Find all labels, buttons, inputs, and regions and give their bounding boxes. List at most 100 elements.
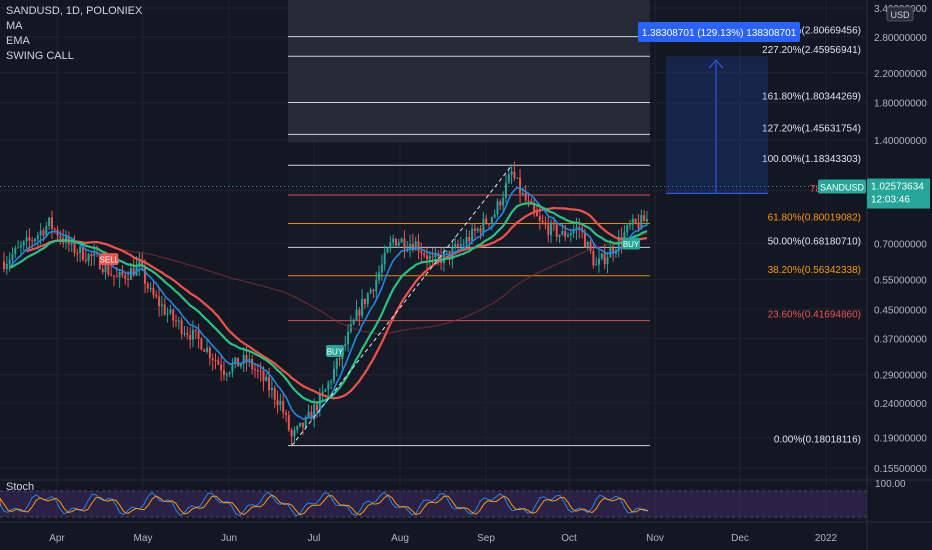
fib-label: 23.60%(0.41694860) xyxy=(768,310,861,321)
candle-body xyxy=(567,235,569,237)
candle-body xyxy=(307,411,310,418)
candle-body xyxy=(428,255,431,260)
candle-body xyxy=(135,265,138,276)
chart-legend: SANDUSD, 1D, POLONIEX MA EMA SWING CALL xyxy=(6,4,142,64)
candle-body xyxy=(392,238,395,243)
candle-body xyxy=(191,329,194,340)
candle-body xyxy=(39,230,42,236)
candle-body xyxy=(603,253,606,265)
signal-label: BUY xyxy=(327,348,344,357)
candle-body xyxy=(200,338,203,350)
candle-body xyxy=(214,359,217,361)
measure-tool: 1.38308701 (129.13%) 138308701 xyxy=(638,22,800,194)
stoch-axis-label: 100.00 xyxy=(875,479,906,490)
candle-body xyxy=(434,253,437,257)
candle-body xyxy=(338,358,341,360)
candle-body xyxy=(575,226,578,230)
candle-body xyxy=(578,226,581,228)
candle-body xyxy=(361,298,364,316)
candle-body xyxy=(394,238,397,246)
candle-body xyxy=(471,228,474,242)
candle-body xyxy=(598,258,601,265)
candle-body xyxy=(378,272,381,280)
candle-body xyxy=(166,313,169,315)
candle-body xyxy=(530,200,533,204)
candle-body xyxy=(347,331,350,345)
indicator-ema[interactable]: EMA xyxy=(6,35,30,47)
candle-body xyxy=(400,238,403,243)
candle-body xyxy=(48,217,51,227)
candle-body xyxy=(194,329,197,332)
fib-label: 0.00%(0.18018116) xyxy=(774,435,861,446)
stoch-pane: Stoch 100.00 xyxy=(0,479,932,518)
candle-body xyxy=(225,374,228,376)
candle-body xyxy=(459,244,462,247)
candle-body xyxy=(228,372,231,375)
candle-body xyxy=(183,333,186,335)
candle-body xyxy=(160,304,163,307)
candle-body xyxy=(541,220,544,223)
price-tick: 2.20000000 xyxy=(874,69,927,80)
candle-body xyxy=(107,263,110,275)
candle-body xyxy=(259,370,262,372)
candle-body xyxy=(127,278,130,280)
candle-body xyxy=(485,218,488,224)
symbol-tag xyxy=(818,179,866,194)
candle-body xyxy=(600,253,603,259)
candle-body xyxy=(169,309,172,314)
candle-body xyxy=(521,193,524,195)
candle-body xyxy=(11,254,14,260)
candle-body xyxy=(203,349,206,352)
candle-body xyxy=(465,237,468,245)
candle-body xyxy=(17,247,20,249)
currency-label: USD xyxy=(890,10,910,20)
candle-body xyxy=(53,228,56,230)
candle-body xyxy=(93,253,96,257)
symbol-tag-label: SANDUSD xyxy=(820,183,865,193)
candle-body xyxy=(330,381,333,383)
indicator-ma[interactable]: MA xyxy=(6,20,23,32)
candle-body xyxy=(335,358,338,370)
candle-body xyxy=(606,257,609,265)
time-tick: Sep xyxy=(477,533,495,544)
candle-body xyxy=(417,241,420,252)
stoch-d xyxy=(0,494,649,516)
candle-body xyxy=(631,219,634,225)
candle-body xyxy=(547,224,550,236)
indicator-swing-call[interactable]: SWING CALL xyxy=(6,50,74,62)
candle-body xyxy=(146,283,149,289)
candle-body xyxy=(409,243,412,249)
candle-body xyxy=(380,264,383,273)
ma-slow-line xyxy=(116,232,648,335)
candle-body xyxy=(369,289,372,294)
candle-body xyxy=(629,224,632,226)
candle-body xyxy=(31,240,34,242)
candle-body xyxy=(285,412,287,415)
candle-body xyxy=(268,376,271,390)
candle-body xyxy=(138,260,141,266)
candle-body xyxy=(535,211,538,217)
candle-body xyxy=(516,177,519,179)
candle-body xyxy=(626,225,629,233)
candle-body xyxy=(177,320,180,322)
candle-body xyxy=(426,255,428,260)
candle-body xyxy=(234,357,237,364)
candle-body xyxy=(293,430,296,437)
fib-label: 161.80%(1.80344269) xyxy=(762,91,861,102)
signal-label: SELL xyxy=(100,256,120,265)
candle-body xyxy=(290,430,293,437)
candle-body xyxy=(262,371,265,381)
measure-label-bg xyxy=(638,22,800,42)
candle-body xyxy=(324,389,327,392)
candle-body xyxy=(479,228,482,233)
candle-body xyxy=(115,276,118,278)
candle-body xyxy=(468,237,471,242)
candle-body xyxy=(90,254,93,257)
fib-shaded-zone xyxy=(288,0,650,446)
candle-body xyxy=(84,259,87,262)
fib-label: 61.80%(0.80019082) xyxy=(768,213,861,224)
candle-body xyxy=(152,287,155,296)
candle-body xyxy=(555,224,558,237)
measure-box xyxy=(666,56,768,194)
